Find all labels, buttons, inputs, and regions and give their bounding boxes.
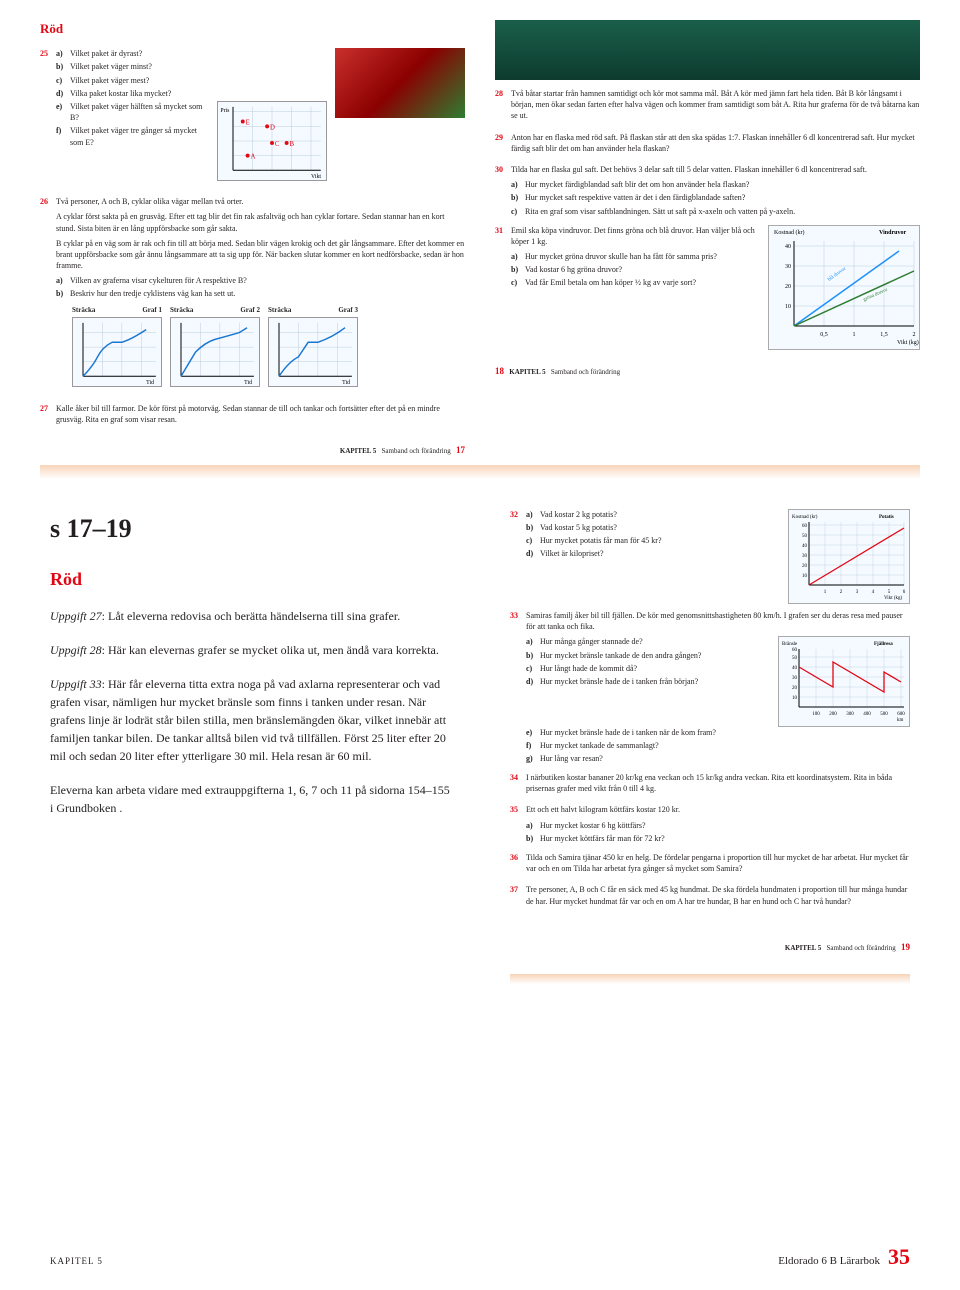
- svg-text:Kostnad (kr): Kostnad (kr): [774, 229, 805, 236]
- svg-text:20: 20: [785, 284, 791, 290]
- scatter-plot-25: A B C D E Pris Vikt: [217, 101, 327, 184]
- exercise-25: 25 a)Vilket paket är dyrast? b)Vilket pa…: [40, 48, 327, 190]
- svg-text:60: 60: [792, 648, 798, 653]
- svg-text:0,5: 0,5: [820, 332, 828, 338]
- svg-text:2: 2: [840, 590, 843, 595]
- fjallresa-chart: Bränsle Fjällresa 10 20 30 40 50 60 100 200 300 4…: [778, 636, 910, 726]
- page-18: 28 Två båtar startar från hamnen samtidi…: [495, 20, 920, 465]
- svg-text:Bränsle: Bränsle: [782, 642, 798, 647]
- svg-text:10: 10: [802, 574, 808, 579]
- svg-text:1: 1: [824, 590, 827, 595]
- svg-text:1,5: 1,5: [880, 332, 888, 338]
- svg-text:30: 30: [792, 676, 798, 681]
- exercise-29: 29 Anton har en flaska med röd saft. På …: [495, 132, 920, 158]
- ex-num: 25: [40, 48, 56, 59]
- svg-text:10: 10: [785, 304, 791, 310]
- svg-text:A: A: [251, 153, 256, 160]
- svg-text:40: 40: [802, 544, 808, 549]
- svg-text:400: 400: [863, 712, 871, 717]
- svg-text:20: 20: [792, 686, 798, 691]
- rod-heading: Röd: [40, 20, 465, 38]
- gift-image: [335, 48, 465, 118]
- svg-text:Tid: Tid: [146, 380, 154, 386]
- svg-text:40: 40: [785, 244, 791, 250]
- spread-divider: [40, 465, 920, 479]
- svg-text:blå druvor: blå druvor: [827, 265, 848, 282]
- graf-1: SträckaGraf 1 Tid: [72, 306, 162, 391]
- page-19-footer: KAPITEL 5 Samband och förändring 19: [510, 941, 910, 962]
- svg-text:4: 4: [872, 590, 875, 595]
- vindruvor-chart: Kostnad (kr) Vindruvor blå druvor gröna …: [768, 225, 920, 350]
- svg-text:30: 30: [802, 554, 808, 559]
- svg-text:300: 300: [846, 712, 854, 717]
- boat-image: [495, 20, 920, 80]
- svg-text:Potatis: Potatis: [879, 515, 894, 520]
- exercise-37: 37 Tre personer, A, B och C får en säck …: [510, 884, 910, 910]
- svg-text:5: 5: [888, 590, 891, 595]
- svg-text:40: 40: [792, 666, 798, 671]
- exercise-26: 26 Två personer, A och B, cyklar olika v…: [40, 196, 465, 396]
- exercise-34: 34 I närbutiken kostar bananer 20 kr/kg …: [510, 772, 910, 798]
- mini-divider: [510, 974, 910, 984]
- page-17-footer: KAPITEL 5 Samband och förändring 17: [40, 444, 465, 465]
- svg-text:500: 500: [880, 712, 888, 717]
- svg-text:20: 20: [802, 564, 808, 569]
- potatis-chart: Kostnad (kr)Potatis 102030405060 123456 …: [788, 509, 910, 604]
- exercise-27: 27 Kalle åker bil till farmor. De kör fö…: [40, 403, 465, 429]
- svg-text:60: 60: [802, 524, 808, 529]
- exercise-33: 33 Samiras familj åker bil till fjällen.…: [510, 610, 910, 766]
- svg-text:Vikt (kg): Vikt (kg): [884, 596, 903, 600]
- svg-text:1: 1: [853, 332, 856, 338]
- graf-2: SträckaGraf 2 Tid: [170, 306, 260, 391]
- svg-text:Pris: Pris: [220, 108, 230, 114]
- page-19-mini: 32 Kostnad (kr)Potatis 102030405060 1234…: [510, 509, 910, 1004]
- svg-text:km: km: [897, 718, 904, 722]
- page-18-footer: 18 KAPITEL 5 Samband och förändring: [495, 365, 920, 386]
- book-footer: KAPITEL 5 Eldorado 6 B Lärarbok35: [50, 1244, 910, 1270]
- svg-text:Tid: Tid: [342, 380, 350, 386]
- teacher-text: s 17–19 Röd Uppgift 27: Låt eleverna red…: [50, 509, 450, 1004]
- svg-text:100: 100: [812, 712, 820, 717]
- rod-subheading: Röd: [50, 566, 450, 593]
- svg-text:600: 600: [897, 712, 905, 717]
- svg-text:200: 200: [829, 712, 837, 717]
- svg-text:3: 3: [856, 590, 859, 595]
- svg-text:C: C: [275, 141, 280, 148]
- section-heading: s 17–19: [50, 509, 450, 548]
- svg-text:30: 30: [785, 264, 791, 270]
- svg-text:Vindruvor: Vindruvor: [879, 230, 906, 236]
- textbook-spread: Röd 25 a)Vilket paket är dyrast? b)Vilke…: [0, 0, 960, 465]
- exercise-36: 36 Tilda och Samira tjänar 450 kr en hel…: [510, 852, 910, 878]
- teacher-section: s 17–19 Röd Uppgift 27: Låt eleverna red…: [0, 479, 960, 1004]
- sub-letter: a): [56, 48, 70, 59]
- exercise-32: 32 Kostnad (kr)Potatis 102030405060 1234…: [510, 509, 910, 604]
- svg-text:10: 10: [792, 696, 798, 701]
- svg-text:50: 50: [792, 656, 798, 661]
- svg-text:D: D: [270, 124, 275, 131]
- svg-text:Tid: Tid: [244, 380, 252, 386]
- svg-text:B: B: [290, 141, 295, 148]
- svg-text:Vikt (kg): Vikt (kg): [897, 339, 919, 346]
- graph-row-26: SträckaGraf 1 Tid SträckaGraf 2: [72, 306, 465, 391]
- svg-text:2: 2: [913, 332, 916, 338]
- graf-3: SträckaGraf 3 Tid: [268, 306, 358, 391]
- exercise-35: 35 Ett och ett halvt kilogram köttfärs k…: [510, 804, 910, 846]
- svg-text:Vikt: Vikt: [311, 174, 321, 180]
- svg-text:Kostnad (kr): Kostnad (kr): [792, 515, 818, 520]
- svg-text:E: E: [246, 119, 250, 126]
- svg-text:gröna druvor: gröna druvor: [863, 287, 889, 302]
- svg-text:6: 6: [903, 590, 906, 595]
- exercise-30: 30 Tilda har en flaska gul saft. Det beh…: [495, 164, 920, 219]
- page-17: Röd 25 a)Vilket paket är dyrast? b)Vilke…: [40, 20, 465, 465]
- svg-text:50: 50: [802, 534, 808, 539]
- svg-text:Fjällresa: Fjällresa: [874, 642, 893, 647]
- exercise-28: 28 Två båtar startar från hamnen samtidi…: [495, 88, 920, 126]
- exercise-31: 31 Kostnad (kr) Vindruvor b: [495, 225, 920, 350]
